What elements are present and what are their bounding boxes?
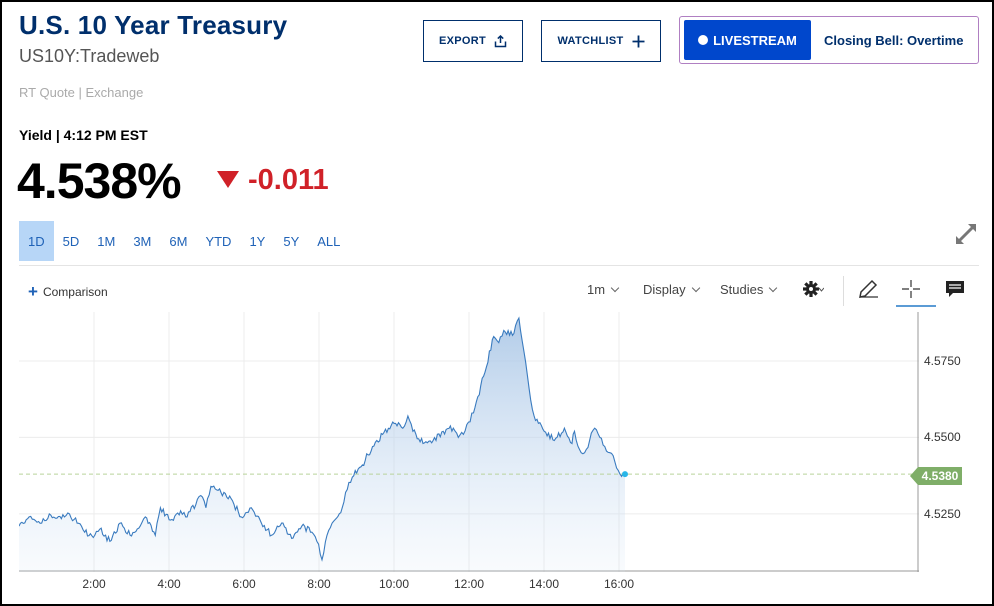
live-dot-icon (698, 35, 709, 45)
watchlist-label: WATCHLIST (557, 35, 624, 47)
x-tick-label: 6:00 (232, 577, 256, 591)
range-tab-5y[interactable]: 5Y (283, 233, 300, 249)
series-line (19, 316, 626, 562)
chevron-down-icon (691, 283, 700, 292)
x-tick-label: 2:00 (82, 577, 106, 591)
range-tab-1m[interactable]: 1M (97, 233, 116, 249)
page-title: U.S. 10 Year Treasury (19, 10, 288, 40)
livestream-label: LIVESTREAM (713, 32, 797, 48)
range-tab-all[interactable]: ALL (317, 233, 341, 249)
interval-select[interactable]: 1m (587, 282, 620, 297)
x-tick-label: 4:00 (157, 577, 181, 591)
studies-label: Studies (720, 282, 764, 297)
x-tick-label: 8:00 (307, 577, 331, 591)
share-icon (494, 34, 507, 47)
x-tick-label: 10:00 (378, 577, 410, 591)
section-divider (19, 265, 979, 266)
comparison-button[interactable]: + Comparison (28, 283, 108, 300)
expand-icon[interactable] (953, 221, 979, 247)
active-tool-indicator (896, 305, 936, 307)
yield-timestamp: Yield | 4:12 PM EST (19, 127, 148, 143)
range-tab-1d[interactable]: 1D (19, 221, 54, 261)
time-range-tabs: 1D 5D 1M 3M 6M YTD 1Y 5Y ALL (19, 221, 349, 261)
export-button[interactable]: EXPORT (423, 20, 523, 62)
down-arrow-icon (217, 171, 239, 188)
pencil-icon[interactable] (857, 278, 879, 300)
symbol-subtitle: US10Y:Tradeweb (19, 46, 160, 66)
yield-chart[interactable] (19, 312, 919, 572)
interval-label: 1m (587, 282, 606, 297)
chevron-down-icon (610, 283, 620, 292)
livestream-banner[interactable]: LIVESTREAM Closing Bell: Overtime (679, 16, 979, 64)
range-tab-5d[interactable]: 5D (62, 233, 80, 249)
x-tick-label: 12:00 (453, 577, 485, 591)
livestream-button[interactable]: LIVESTREAM (684, 20, 811, 60)
y-tick-label: 4.5750 (924, 353, 961, 368)
price-change: -0.011 (248, 164, 329, 196)
watchlist-button[interactable]: WATCHLIST (541, 20, 661, 62)
range-tab-1y[interactable]: 1Y (249, 233, 266, 249)
range-tab-3m[interactable]: 3M (133, 233, 152, 249)
comment-icon[interactable] (944, 278, 966, 300)
y-tick-label: 4.5500 (924, 430, 961, 445)
comparison-label: Comparison (42, 284, 108, 299)
chevron-down-icon (769, 283, 778, 292)
last-point-marker (622, 471, 628, 478)
toolbar-separator (843, 276, 844, 306)
chart-canvas[interactable] (19, 312, 919, 572)
last-value-tag: 4.5380 (910, 467, 962, 485)
x-tick-label: 14:00 (528, 577, 560, 591)
x-tick-label: 16:00 (603, 577, 635, 591)
range-tab-6m[interactable]: 6M (169, 233, 188, 249)
studies-menu[interactable]: Studies (720, 282, 778, 297)
display-label: Display (643, 282, 686, 297)
gear-icon[interactable] (802, 278, 824, 300)
livestream-show-title[interactable]: Closing Bell: Overtime (824, 32, 964, 48)
series-area (19, 318, 625, 572)
quote-source: RT Quote | Exchange (19, 85, 144, 100)
export-label: EXPORT (438, 35, 487, 47)
range-tab-ytd[interactable]: YTD (205, 233, 232, 249)
display-menu[interactable]: Display (643, 282, 700, 297)
last-price: 4.538% (17, 153, 182, 209)
y-tick-label: 4.5250 (924, 506, 961, 521)
plus-icon: + (28, 282, 38, 301)
plus-icon (632, 35, 645, 47)
crosshair-icon[interactable] (900, 278, 922, 300)
